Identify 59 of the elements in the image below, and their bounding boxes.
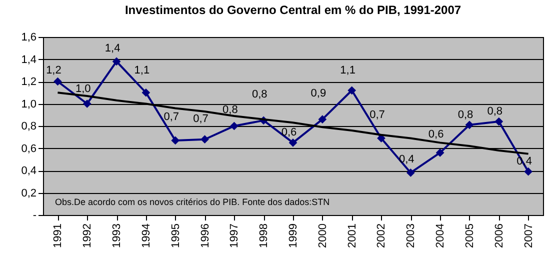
point [494, 117, 504, 126]
x-tick-label: 1996 [199, 224, 212, 248]
data-label: 0,7 [370, 109, 385, 122]
point [288, 138, 298, 147]
x-tick-label: 1999 [288, 224, 300, 248]
y-tick-label: 0,2 [21, 187, 36, 200]
x-tick-label: 2000 [316, 224, 329, 248]
data-label: 1,1 [134, 64, 150, 77]
data-label: 0,7 [193, 112, 208, 125]
point [406, 168, 415, 177]
y-tick-label: 1,4 [21, 54, 36, 66]
data-label: 0,6 [281, 126, 297, 139]
data-label: 0,7 [164, 110, 179, 123]
annotation: Obs.De acordo com os novos critérios do PIB. Fonte dos dados:STN [55, 197, 330, 207]
data-label: 0,8 [222, 104, 238, 116]
x-tick-label: 2004 [434, 224, 447, 248]
y-tick-label: 0,6 [21, 142, 36, 155]
data-label: 0,8 [252, 88, 268, 100]
point [54, 77, 62, 86]
point [524, 167, 532, 176]
point [171, 136, 180, 145]
data-label: 0,4 [399, 154, 414, 166]
point [82, 100, 92, 108]
data-label: 1,2 [46, 64, 62, 76]
x-tick-label: 2005 [464, 224, 476, 248]
x-tick-label: 2007 [522, 224, 535, 248]
data-label: 0,6 [428, 128, 444, 141]
x-tick-label: 1995 [170, 224, 182, 248]
point [230, 122, 238, 130]
data-label: 0,9 [310, 87, 326, 100]
data-label: 1,4 [104, 42, 120, 54]
x-tick-label: 2006 [493, 224, 506, 248]
x-tick-label: 1991 [52, 224, 64, 248]
x-tick-label: 2002 [376, 224, 388, 248]
y-tick-label: 1,6 [21, 32, 36, 44]
x-tick-label: 1997 [228, 224, 241, 248]
y-tick-label: - [32, 210, 37, 222]
point [318, 115, 327, 124]
point [348, 86, 356, 95]
data-label: 0,8 [458, 108, 474, 121]
x-tick-label: 1994 [140, 224, 152, 248]
point [142, 88, 150, 97]
data-label: 0,8 [487, 106, 503, 118]
x-tick-label: 2001 [346, 224, 358, 248]
y-tick-label: 1,0 [21, 98, 36, 110]
point [200, 135, 209, 144]
data-label: 1,0 [75, 82, 91, 95]
x-tick-label: 2003 [405, 224, 418, 248]
y-tick-label: 0,8 [21, 120, 36, 132]
data-label: 1,1 [340, 64, 356, 76]
y-tick-label: 1,2 [21, 76, 36, 88]
x-tick-label: 1992 [82, 224, 94, 248]
x-tick-label: 1998 [258, 224, 270, 248]
point [112, 57, 121, 66]
x-tick-label: 1993 [111, 224, 124, 248]
point [465, 120, 474, 130]
y-tick-label: 0,4 [21, 165, 36, 177]
chart-title: Investimentos do Governo Central em % do PIB, 1991-2007 [124, 3, 462, 17]
point [436, 148, 444, 157]
